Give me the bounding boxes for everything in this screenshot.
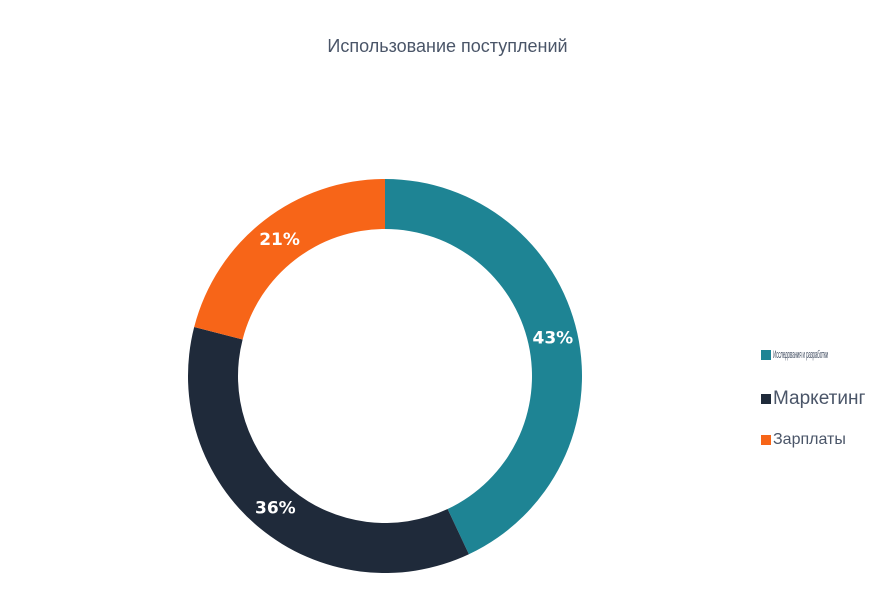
- legend-swatch-research: [761, 350, 771, 360]
- chart-title: Использование поступлений: [327, 36, 568, 56]
- legend-item-marketing[interactable]: Маркетинг: [761, 388, 865, 410]
- data-label-marketing: 36%: [255, 499, 296, 519]
- donut-slice-salaries[interactable]: [194, 179, 385, 340]
- legend-swatch-salaries: [761, 435, 771, 445]
- legend-item-salaries[interactable]: Зарплаты: [761, 431, 846, 449]
- legend-swatch-marketing: [761, 394, 771, 404]
- legend-item-research[interactable]: Исследования и разработки: [761, 349, 833, 361]
- legend-label-research: Исследования и разработки: [773, 349, 829, 361]
- data-label-research: 43%: [533, 328, 574, 348]
- legend-label-marketing: Маркетинг: [773, 388, 866, 409]
- legend-label-salaries: Зарплаты: [773, 431, 846, 448]
- donut-slice-research[interactable]: [385, 179, 582, 555]
- donut-slice-marketing[interactable]: [188, 327, 469, 573]
- data-label-salaries: 21%: [259, 230, 300, 250]
